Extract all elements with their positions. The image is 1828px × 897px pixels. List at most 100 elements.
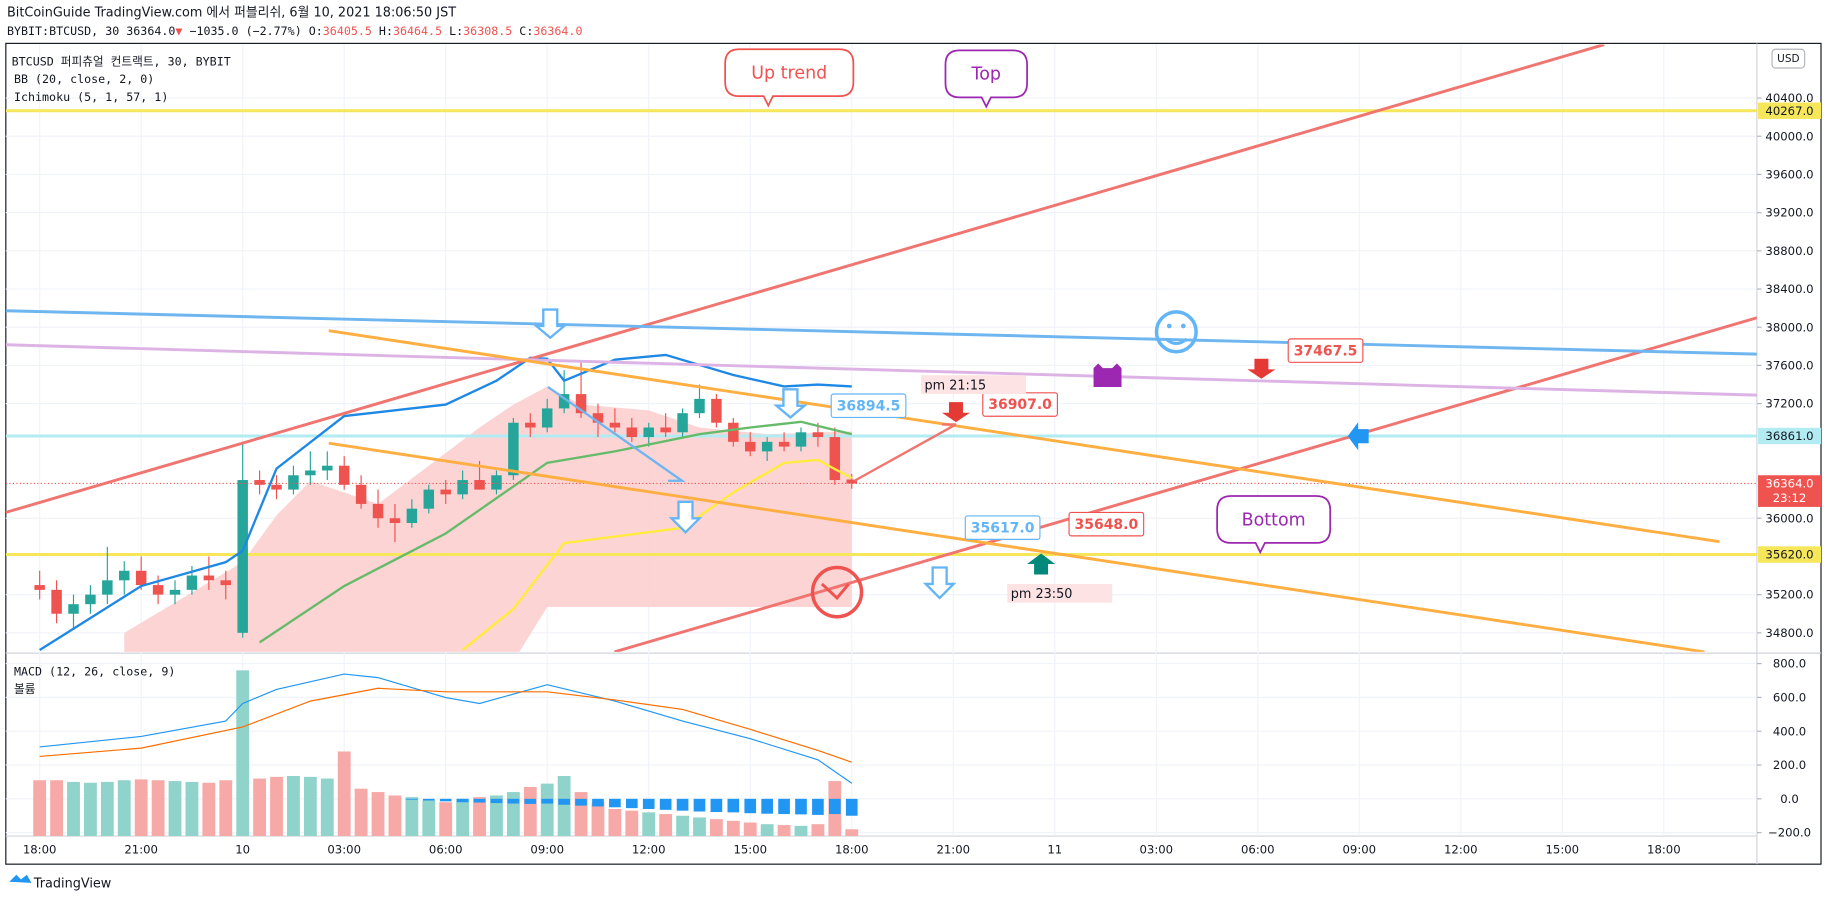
trend-line — [5, 309, 1757, 356]
volume-bar — [202, 782, 216, 837]
arrow — [547, 385, 686, 482]
volume-bar — [557, 776, 571, 837]
candle-body — [203, 575, 215, 581]
volume-bar — [709, 819, 723, 837]
x-tick-label: 12:00 — [632, 843, 666, 857]
volume-bar — [50, 780, 63, 837]
volume-bar — [185, 781, 199, 837]
candle-body — [829, 437, 841, 481]
volume-bar — [777, 825, 791, 837]
macd-histogram — [524, 798, 537, 804]
macd-histogram — [845, 798, 858, 816]
macd-histogram — [744, 798, 757, 814]
y-tick-label: 39600.0 — [1765, 168, 1813, 182]
x-tick-label: 12:00 — [1444, 843, 1478, 857]
x-tick-label: 09:00 — [530, 843, 564, 857]
candle-body — [558, 394, 570, 409]
candle-body — [169, 589, 181, 595]
y-tick-label: 800.0 — [1773, 657, 1806, 671]
last-price-label: 36364.0 — [1765, 477, 1813, 491]
macd-histogram — [642, 798, 655, 809]
time-note-box — [920, 375, 1026, 394]
candle-body — [406, 508, 418, 524]
x-tick-label: 11 — [1047, 843, 1062, 857]
change: −1035.0 (−2.77%) — [189, 24, 301, 38]
macd-histogram — [693, 798, 706, 812]
candle-body — [135, 570, 147, 586]
ohlc-value: 36464.5 — [393, 24, 442, 38]
symbol-line: BYBIT:BTCUSD, 30 36364.0▼ −1035.0 (−2.77… — [7, 24, 582, 38]
volume-bar — [287, 776, 300, 837]
annotations: Up trend Top Bottom 36894.5 36907.0 37467.5 35… — [724, 48, 1364, 603]
candle-body — [220, 580, 232, 586]
macd-histogram — [676, 798, 689, 811]
volume-bar — [659, 814, 673, 837]
x-tick-label: 06:00 — [1241, 843, 1275, 857]
volume-bar — [134, 779, 148, 837]
macd-pane — [33, 670, 859, 837]
hand-icon — [533, 308, 568, 340]
candle-body — [355, 484, 367, 504]
currency-box[interactable] — [1771, 48, 1806, 69]
volume-bar — [456, 798, 470, 837]
volume-bar — [642, 812, 656, 837]
ohlc-key: C: — [519, 24, 533, 38]
hand-icon — [922, 566, 957, 600]
indicator-line — [258, 420, 853, 644]
candle-body — [322, 465, 333, 471]
volume-bar — [67, 781, 80, 837]
left-arrow — [1347, 422, 1369, 451]
volume-bar — [591, 802, 605, 837]
macd-histogram — [727, 798, 740, 813]
volume-bar — [405, 797, 419, 837]
candle-body — [457, 480, 468, 495]
candle-body — [119, 570, 130, 581]
price-note: 36907.0 — [988, 397, 1052, 413]
y-tick-label: 37200.0 — [1765, 397, 1813, 411]
candle-body — [795, 432, 807, 447]
y-tick-label: 200.0 — [1773, 758, 1806, 772]
face-icon — [810, 565, 864, 619]
candle-body — [643, 427, 654, 438]
ohlc-key: L: — [449, 24, 463, 38]
macd-histogram — [829, 798, 841, 815]
x-tick-label: 15:00 — [733, 843, 767, 857]
ohlc-value: 36308.5 — [463, 24, 512, 38]
candle-body — [575, 394, 587, 414]
candle-body — [85, 594, 96, 605]
face-mark — [820, 582, 850, 601]
drawings — [5, 44, 1757, 652]
volume-bar — [84, 782, 97, 837]
legend-volume: 볼륨 — [14, 682, 36, 696]
footer: TradingView — [33, 877, 111, 892]
currency[interactable]: USD — [1777, 53, 1799, 65]
candle-body — [474, 480, 485, 490]
smiley-mouth — [1164, 337, 1188, 346]
macd-histogram — [541, 798, 554, 804]
x-tick-label: 15:00 — [1546, 843, 1580, 857]
candle-body — [102, 580, 113, 595]
candle-body — [338, 465, 350, 485]
volume-bar — [693, 817, 706, 837]
smiley-eye — [1180, 323, 1186, 329]
indicator-line — [461, 458, 853, 651]
candle-body — [592, 413, 604, 423]
macd-histogram — [490, 798, 503, 804]
price-note-box — [830, 393, 907, 419]
y-tick-label: 35200.0 — [1765, 588, 1813, 602]
macd-histogram — [592, 798, 604, 807]
countdown: 23:12 — [1773, 491, 1807, 505]
time-note: pm 21:15 — [924, 378, 986, 393]
volume-bar — [100, 781, 114, 837]
price-note-box — [1068, 511, 1145, 537]
candle-body — [237, 480, 248, 633]
candle-body — [186, 575, 198, 590]
x-tick-label: 18:00 — [23, 843, 57, 857]
y-tick-label: 38400.0 — [1765, 282, 1813, 296]
callout-bubble — [1216, 495, 1332, 555]
y-tick-label: 38800.0 — [1765, 244, 1813, 258]
macd-histogram — [406, 798, 418, 800]
candle-body — [389, 518, 401, 524]
candle-body — [846, 479, 857, 484]
